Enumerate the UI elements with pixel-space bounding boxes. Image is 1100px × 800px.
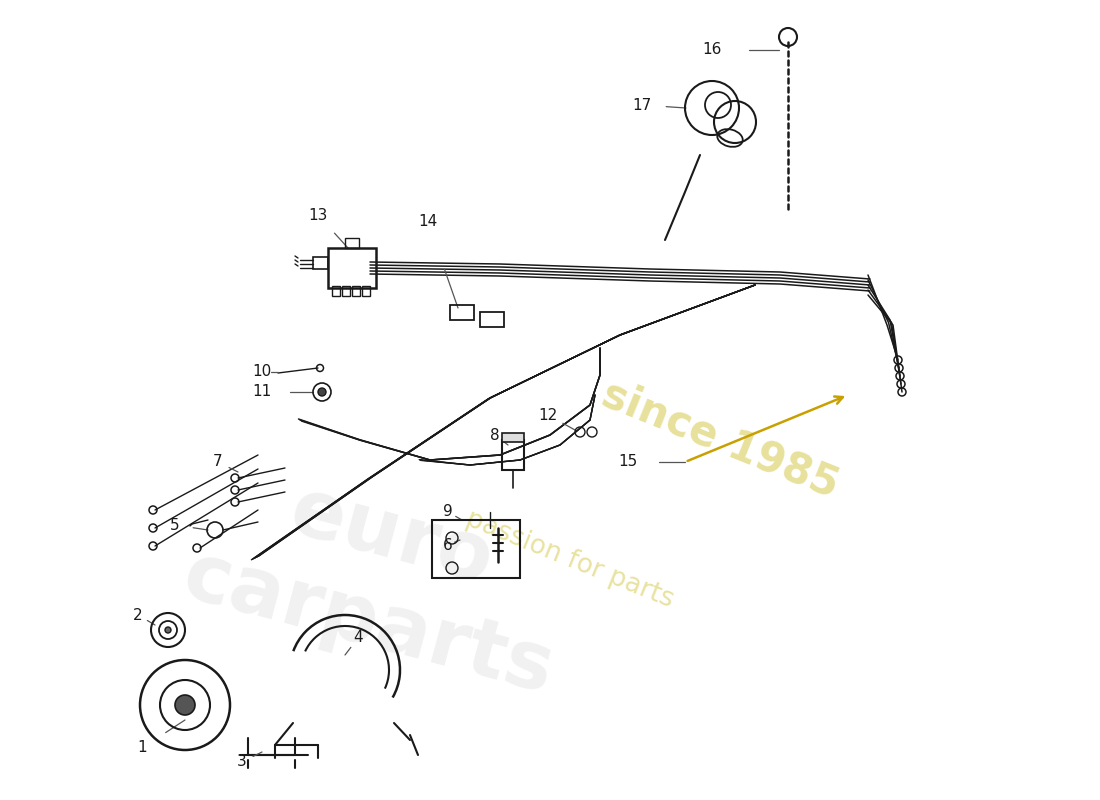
Bar [332, 286, 340, 296]
Bar [345, 238, 359, 248]
Text: passion for parts: passion for parts [462, 506, 678, 614]
Text: 1: 1 [138, 741, 146, 755]
Bar [328, 248, 376, 288]
Text: euro
carparts: euro carparts [175, 450, 585, 710]
Circle shape [175, 695, 195, 715]
Text: 6: 6 [443, 538, 453, 553]
Text: 3: 3 [238, 754, 246, 770]
Text: 7: 7 [213, 454, 223, 470]
Circle shape [165, 627, 170, 633]
Text: 13: 13 [308, 207, 328, 222]
Bar [362, 286, 370, 296]
Circle shape [318, 388, 326, 396]
Bar [480, 312, 504, 327]
Text: 14: 14 [418, 214, 438, 230]
Bar [502, 440, 524, 470]
Text: 16: 16 [702, 42, 722, 58]
Text: 9: 9 [443, 505, 453, 519]
Text: 15: 15 [618, 454, 638, 470]
Text: 12: 12 [538, 407, 558, 422]
Text: since 1985: since 1985 [595, 374, 845, 506]
Text: 17: 17 [632, 98, 651, 113]
Text: 4: 4 [353, 630, 363, 646]
Bar [342, 286, 350, 296]
Bar [450, 305, 474, 320]
Text: 11: 11 [252, 385, 272, 399]
Bar [352, 286, 360, 296]
Text: 2: 2 [133, 607, 143, 622]
Bar [314, 257, 328, 269]
Bar [502, 433, 524, 442]
Bar [432, 520, 520, 578]
Text: 5: 5 [170, 518, 179, 533]
Text: 8: 8 [491, 427, 499, 442]
Text: 10: 10 [252, 365, 272, 379]
